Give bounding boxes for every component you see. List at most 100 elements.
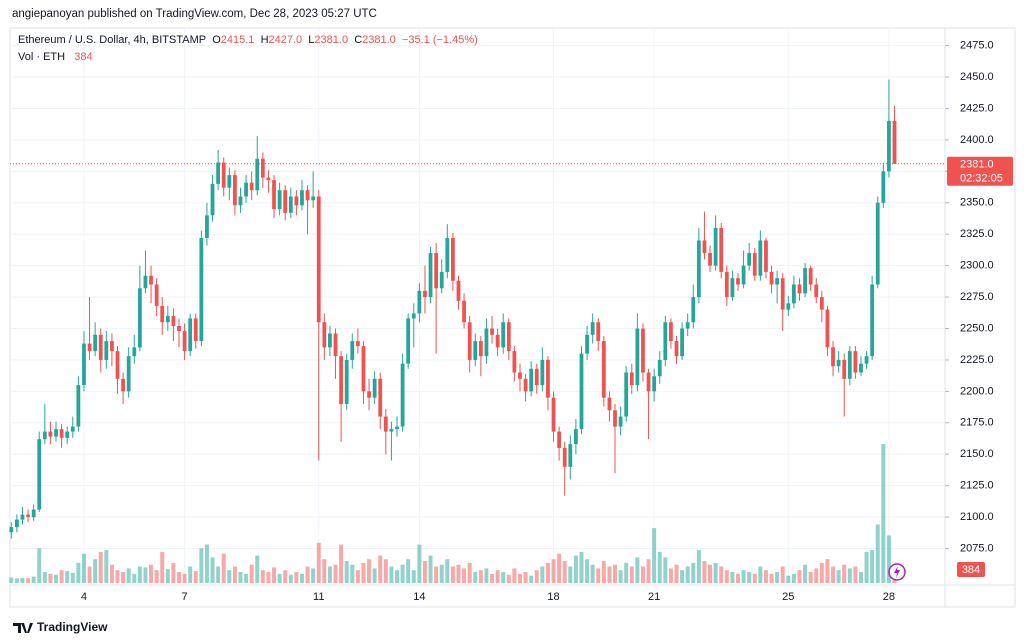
- volume-bar: [501, 572, 506, 583]
- volume-legend: Vol · ETH 384: [18, 51, 93, 63]
- volume-bar: [585, 559, 590, 583]
- volume-bar: [786, 575, 791, 583]
- volume-bar: [680, 570, 685, 583]
- candle-body: [557, 431, 562, 448]
- candle-body: [607, 397, 612, 411]
- candle-body: [669, 322, 673, 342]
- volume-bar: [76, 562, 81, 583]
- candle-body: [467, 322, 472, 360]
- x-tick-label: 25: [782, 591, 794, 603]
- candle-body: [339, 356, 344, 404]
- volume-bar: [143, 567, 148, 583]
- volume-bar: [870, 550, 875, 583]
- candle-body: [165, 315, 170, 323]
- volume-bar: [434, 566, 439, 583]
- candle-body: [685, 322, 690, 329]
- volume-bar: [411, 570, 416, 583]
- symbol-title: Ethereum / U.S. Dollar, 4h, BITSTAMP: [18, 34, 207, 46]
- volume-bar: [579, 551, 584, 583]
- volume-bar: [227, 570, 232, 583]
- volume-bar: [568, 566, 573, 583]
- volume-bar: [288, 574, 293, 583]
- candle-body: [791, 284, 796, 304]
- volume-bar: [439, 564, 444, 583]
- volume-bar: [523, 572, 528, 583]
- candle-body: [657, 359, 662, 377]
- candle-body: [288, 196, 293, 213]
- volume-bar: [221, 553, 226, 583]
- x-tick-label: 4: [81, 591, 87, 603]
- x-tick-label: 14: [413, 591, 425, 603]
- volume-bar: [199, 548, 204, 583]
- candle-body: [98, 334, 103, 360]
- y-tick-label: 2100.0: [960, 511, 994, 523]
- volume-bar: [596, 568, 601, 583]
- volume-bar: [780, 566, 785, 583]
- candle-body: [137, 288, 142, 348]
- candle-body: [260, 158, 265, 178]
- candle-body: [244, 182, 248, 197]
- volume-bar: [741, 570, 746, 583]
- y-tick-label: 2300.0: [960, 260, 994, 272]
- candle-body: [708, 253, 712, 266]
- candle-body: [110, 341, 114, 352]
- candle-body: [70, 426, 75, 432]
- volume-bar: [132, 573, 137, 583]
- candle-body: [9, 527, 14, 533]
- candle-body: [82, 343, 86, 386]
- volume-bar: [467, 562, 472, 583]
- volume-bar: [400, 564, 405, 583]
- volume-bar: [322, 559, 327, 583]
- volume-bar: [193, 571, 198, 583]
- volume-bar: [758, 566, 763, 583]
- volume-bar: [763, 570, 768, 583]
- candle-body: [322, 322, 327, 348]
- candle-body: [819, 297, 824, 310]
- volume-bar: [165, 569, 170, 583]
- volume-bar: [708, 564, 713, 583]
- volume-bar: [473, 572, 478, 583]
- volume-bar: [249, 564, 254, 583]
- x-tick-label: 18: [547, 591, 559, 603]
- candle-body: [87, 343, 92, 352]
- x-tick-label: 21: [648, 591, 660, 603]
- ohlc-value: 2427.0: [268, 34, 303, 46]
- candle-body: [199, 237, 204, 342]
- legend-line: Ethereum / U.S. Dollar, 4h, BITSTAMP O24…: [18, 34, 478, 46]
- volume-bar: [216, 566, 221, 583]
- candle-body: [294, 196, 299, 206]
- candle-body: [451, 237, 455, 281]
- candle-body: [523, 378, 528, 392]
- brand-icon: [13, 623, 33, 633]
- volume-bar: [886, 535, 891, 583]
- volume-bar: [333, 564, 338, 583]
- candle-body: [719, 227, 724, 272]
- volume-bar: [691, 562, 696, 583]
- volume-name: Vol · ETH: [18, 51, 66, 63]
- volume-bar: [305, 566, 310, 583]
- volume-bar: [171, 562, 176, 583]
- volume-bar: [450, 566, 455, 583]
- candle-body: [132, 347, 137, 357]
- candle-body: [115, 351, 120, 379]
- candle-body: [428, 253, 433, 298]
- candle-body: [249, 182, 254, 191]
- volume-bar: [98, 551, 103, 583]
- volume-bar: [730, 572, 735, 583]
- candle-body: [210, 183, 215, 216]
- candles: [9, 79, 945, 539]
- candle-body: [344, 359, 349, 404]
- price-tag-label: 2381.0: [960, 159, 994, 171]
- volume-bar: [327, 566, 332, 583]
- volume-bar: [350, 564, 355, 583]
- volume-bar: [70, 572, 75, 583]
- candle-body: [596, 322, 601, 342]
- volume-bar: [819, 562, 824, 583]
- volume-bar: [775, 572, 780, 583]
- candle-body: [724, 271, 729, 298]
- candle-body: [154, 284, 159, 306]
- candle-body: [859, 363, 863, 373]
- candle-body: [160, 305, 165, 323]
- volume-bar: [562, 561, 567, 583]
